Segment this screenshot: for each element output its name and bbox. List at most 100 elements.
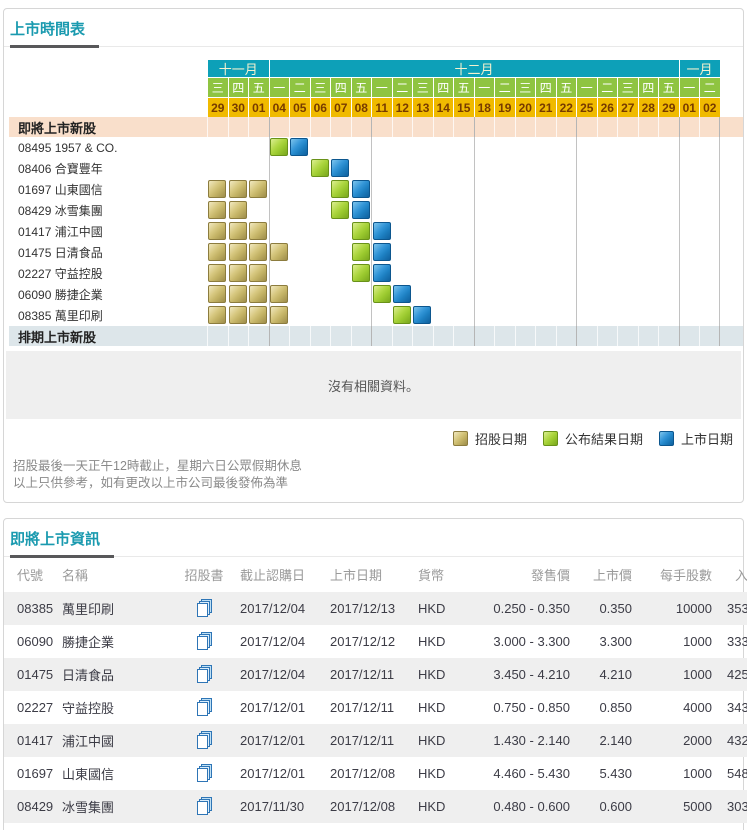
cell-prospectus[interactable]	[174, 724, 234, 757]
gantt-subscription-date-cell	[228, 306, 247, 324]
prospectus-pages-icon[interactable]	[196, 764, 213, 783]
cell-prospectus[interactable]	[174, 625, 234, 658]
cell-deadline: 2017/11/28	[234, 823, 324, 830]
info-title: 即將上市資訊	[10, 528, 115, 558]
grid-cell	[535, 284, 556, 305]
grid-cell	[227, 326, 249, 346]
grid-cell	[494, 305, 515, 326]
cell-prospectus[interactable]	[174, 592, 234, 625]
gantt-row-label: 08385 萬里印刷	[18, 309, 103, 323]
cell-prospectus[interactable]	[174, 658, 234, 691]
cell-prospectus[interactable]	[174, 691, 234, 724]
grid-cell	[248, 284, 269, 305]
grid-cell	[473, 263, 495, 284]
grid-cell	[432, 326, 454, 346]
grid-cell	[638, 242, 659, 263]
timetable-panel-header: 上市時間表	[4, 9, 743, 48]
cell-prospectus[interactable]	[174, 823, 234, 830]
grid-cell	[535, 117, 556, 137]
grid-cell	[576, 200, 597, 221]
grid-cell	[433, 221, 454, 242]
column-header: 名稱	[62, 568, 89, 583]
grid-cell	[678, 137, 700, 158]
grid-cell	[473, 117, 495, 137]
grid-cell	[351, 221, 372, 242]
grid-cell	[556, 179, 577, 200]
grid-cell	[371, 221, 392, 242]
grid-cell	[371, 263, 392, 284]
grid-cell	[433, 305, 454, 326]
prospectus-pages-icon[interactable]	[196, 665, 213, 684]
cell-prospectus[interactable]	[174, 790, 234, 823]
cell-entry-fee: 3434.26	[727, 700, 747, 715]
grid-cell	[576, 305, 597, 326]
grid-cell	[228, 242, 249, 263]
prospectus-pages-icon[interactable]	[196, 599, 213, 618]
calendar-date: 20	[514, 97, 535, 117]
grid-cell	[597, 179, 618, 200]
prospectus-pages-icon[interactable]	[196, 797, 213, 816]
gantt-stock-row: 01697 山東國信	[9, 179, 743, 200]
grid-cell	[699, 242, 720, 263]
grid-cell	[494, 179, 515, 200]
grid-cell	[207, 326, 228, 346]
grid-cell	[228, 200, 249, 221]
grid-cell	[576, 326, 597, 346]
cell-name: 勝捷企業	[62, 635, 115, 650]
cell-prospectus[interactable]	[174, 757, 234, 790]
grid-cell	[597, 137, 618, 158]
grid-cell	[268, 137, 290, 158]
cell-entry-fee: 3030.23	[727, 799, 747, 814]
grid-cell	[515, 221, 536, 242]
grid-cell	[556, 263, 577, 284]
gantt-listing-date-cell	[331, 159, 350, 177]
prospectus-pages-icon[interactable]	[196, 632, 213, 651]
grid-cell	[351, 158, 372, 179]
calendar-month: 一月	[678, 60, 720, 77]
grid-cell	[514, 117, 536, 137]
section-scheduled-row: 排期上市新股	[9, 326, 743, 346]
calendar-month-row: 十一月 十二月 一月	[9, 60, 743, 77]
grid-cell	[699, 305, 720, 326]
table-row: 02227 守益控股 2017/12/01 2017/12/11 HKD 0.750 -…	[4, 691, 747, 724]
grid-cell	[658, 179, 679, 200]
table-header-row: 代號 名稱 招股書 截止認購日 上市日期 貨幣 發售價 上市價 每手股數 入場費	[4, 557, 747, 592]
grid-cell	[412, 179, 433, 200]
calendar-weekday: 五	[453, 77, 474, 97]
gantt-subscription-date-cell	[208, 264, 227, 282]
prospectus-pages-icon[interactable]	[196, 698, 213, 717]
gantt-result-date-cell	[331, 201, 350, 219]
grid-cell	[228, 284, 249, 305]
grid-cell	[535, 305, 556, 326]
legend-lst-swatch-icon	[658, 431, 674, 446]
timetable-panel: 上市時間表 十一月 十二月 一月三四五一二三四五一二三四五一二三四五一二三四五一二 2…	[3, 8, 744, 503]
gantt-row-label: 01697 山東國信	[18, 183, 103, 197]
grid-cell	[597, 158, 618, 179]
table-row: 06090 勝捷企業 2017/12/04 2017/12/12 HKD 3.000 -…	[4, 625, 747, 658]
grid-cell	[453, 305, 474, 326]
grid-cell	[412, 305, 433, 326]
grid-cell	[392, 137, 413, 158]
gantt-stock-row: 08429 冰雪集團	[9, 200, 743, 221]
gantt-subscription-date-cell	[208, 222, 227, 240]
grid-cell	[494, 263, 515, 284]
cell-currency: HKD	[418, 766, 446, 781]
grid-cell	[494, 200, 515, 221]
grid-cell	[371, 242, 392, 263]
cell-entry-fee: 4252.42	[727, 667, 747, 682]
grid-cell	[617, 305, 638, 326]
cell-entry-fee: 3333.26	[727, 634, 747, 649]
grid-cell	[268, 263, 290, 284]
grid-cell	[576, 158, 597, 179]
cell-deadline: 2017/12/04	[240, 634, 306, 649]
cell-currency: HKD	[412, 823, 464, 830]
calendar-date: 01	[678, 97, 699, 117]
grid-cell	[351, 284, 372, 305]
grid-cell	[228, 158, 249, 179]
grid-cell	[597, 242, 618, 263]
legend-item-res: 公布結果日期	[542, 429, 643, 448]
grid-cell	[268, 284, 290, 305]
prospectus-pages-icon[interactable]	[196, 731, 213, 750]
grid-cell	[207, 137, 228, 158]
grid-cell	[658, 137, 679, 158]
